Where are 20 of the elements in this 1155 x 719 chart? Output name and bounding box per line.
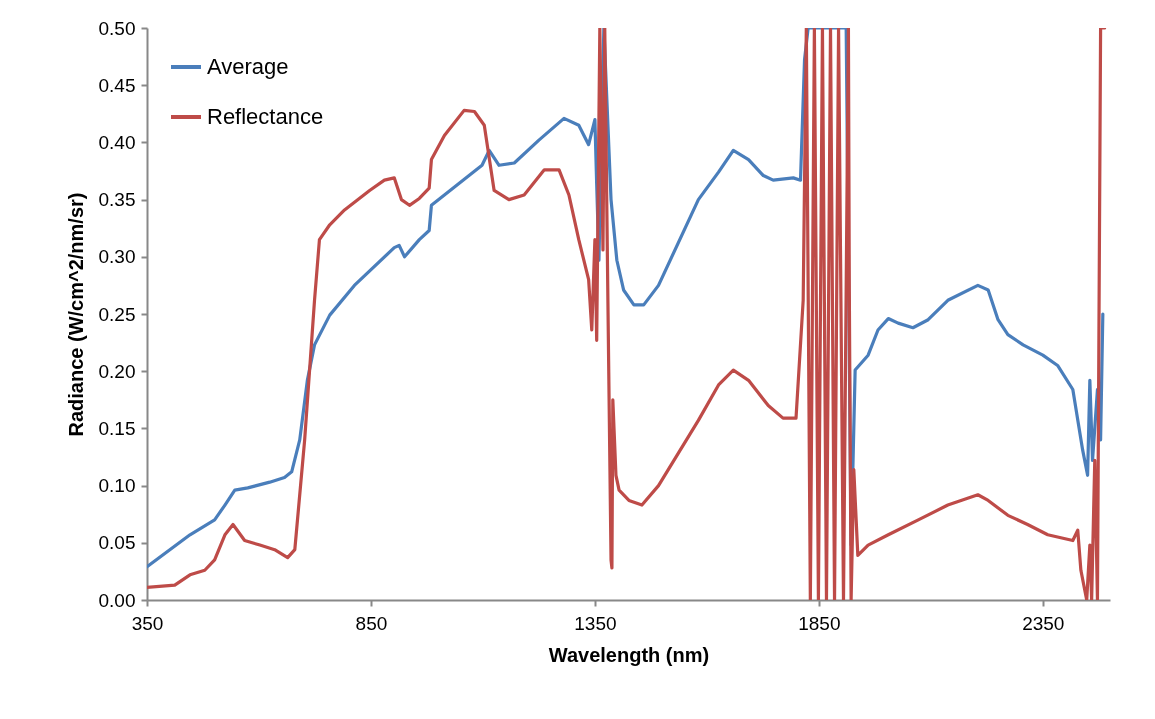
legend-label: Reflectance bbox=[207, 104, 324, 129]
y-tick-label: 0.50 bbox=[98, 17, 136, 39]
x-tick-label: 1350 bbox=[574, 612, 617, 634]
x-axis-title: Wavelength (nm) bbox=[548, 643, 710, 666]
y-axis-title: Radiance (W/cm^2/nm/sr) bbox=[64, 192, 87, 437]
y-tick-label: 0.10 bbox=[98, 475, 136, 497]
x-tick-label: 2350 bbox=[1022, 612, 1065, 634]
y-tick-label: 0.20 bbox=[98, 360, 136, 382]
legend-label: Average bbox=[207, 54, 289, 79]
y-tick-label: 0.45 bbox=[98, 74, 136, 96]
y-tick-label: 0.00 bbox=[98, 589, 136, 611]
y-tick-label: 0.05 bbox=[98, 532, 136, 554]
y-tick-label: 0.15 bbox=[98, 417, 136, 439]
x-tick-label: 1850 bbox=[798, 612, 841, 634]
y-tick-label: 0.25 bbox=[98, 303, 136, 325]
y-tick-label: 0.40 bbox=[98, 131, 136, 153]
y-tick-label: 0.30 bbox=[98, 246, 136, 268]
x-tick-label: 850 bbox=[355, 612, 388, 634]
y-tick-label: 0.35 bbox=[98, 189, 136, 211]
x-tick-label: 350 bbox=[131, 612, 164, 634]
